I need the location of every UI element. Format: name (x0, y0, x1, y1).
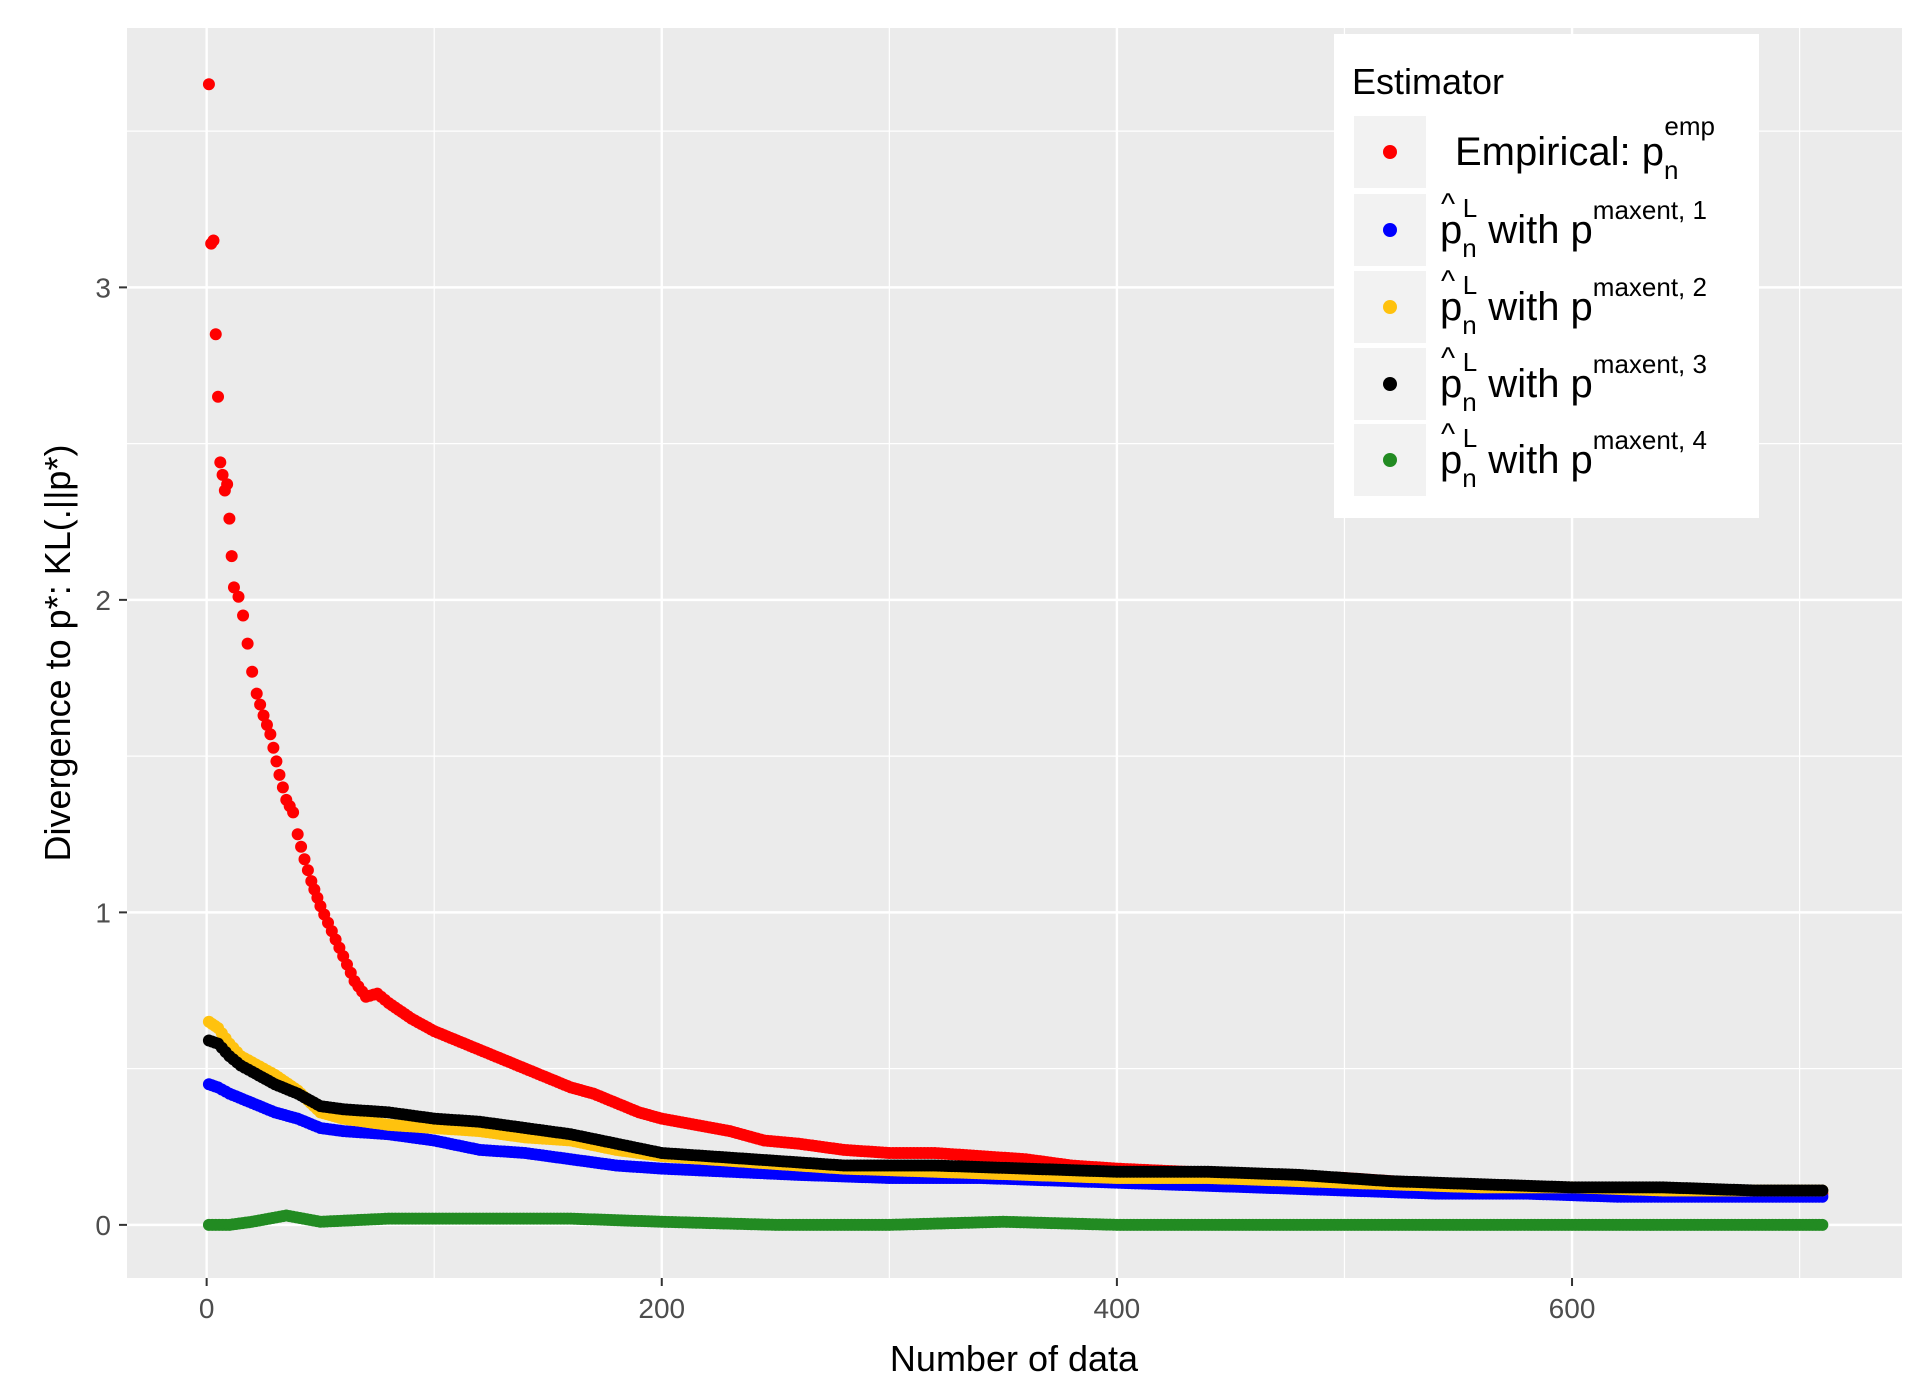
hat-accent: ^ (1441, 342, 1455, 375)
data-point (1816, 1184, 1829, 1197)
data-point (291, 828, 304, 841)
data-point (225, 550, 238, 563)
data-point (1816, 1218, 1829, 1231)
hat-accent: ^ (1441, 418, 1455, 451)
data-point (221, 478, 234, 491)
legend-marker (1383, 223, 1397, 237)
data-point (212, 390, 225, 403)
x-tick-label: 200 (638, 1293, 685, 1324)
legend-marker (1383, 453, 1397, 467)
y-tick-label: 2 (95, 585, 111, 616)
y-tick-label: 1 (95, 897, 111, 928)
legend-item-4: pnL with pmaxent, 3^ (1354, 342, 1707, 420)
data-point (232, 590, 245, 603)
data-point (301, 864, 314, 877)
series-5 (202, 1209, 1829, 1231)
data-point (254, 698, 267, 711)
legend-title: Estimator (1352, 61, 1504, 102)
legend-label: pnL with pmaxent, 3 (1440, 347, 1707, 417)
data-point (202, 78, 215, 91)
data-point (209, 328, 222, 341)
legend-item-1: Empirical: pnemp (1354, 111, 1715, 188)
legend-label: Empirical: pnemp (1455, 111, 1715, 185)
x-tick-label: 600 (1549, 1293, 1596, 1324)
legend-label: pnL with pmaxent, 2 (1440, 270, 1707, 340)
data-point (267, 741, 280, 754)
data-point (250, 687, 263, 700)
data-point (270, 755, 283, 768)
data-point (207, 234, 220, 247)
data-point (273, 768, 286, 781)
legend-item-2: pnL with pmaxent, 1^ (1354, 188, 1707, 266)
data-point (246, 665, 259, 678)
data-point (264, 728, 277, 741)
y-axis-label: Divergence to p*: KL(.||p*) (37, 445, 78, 862)
data-point (214, 456, 227, 469)
data-point (298, 853, 311, 866)
data-point (237, 609, 250, 622)
hat-accent: ^ (1441, 265, 1455, 298)
axes: 0 200 400 600 0 1 2 3 (95, 272, 1595, 1324)
data-point (276, 781, 289, 794)
series-4 (202, 1034, 1829, 1197)
legend-item-3: pnL with pmaxent, 2^ (1354, 265, 1707, 343)
y-tick-label: 3 (95, 272, 111, 303)
x-axis-label: Number of data (890, 1338, 1139, 1379)
data-point (260, 718, 273, 731)
data-point (241, 637, 254, 650)
legend-label: pnL with pmaxent, 1 (1440, 193, 1707, 263)
legend-marker (1383, 377, 1397, 391)
data-point (223, 512, 236, 525)
y-tick-label: 0 (95, 1210, 111, 1241)
data-point (287, 806, 300, 819)
legend-marker (1383, 145, 1397, 159)
x-tick-label: 400 (1094, 1293, 1141, 1324)
legend-label: pnL with pmaxent, 4 (1440, 423, 1707, 493)
hat-accent: ^ (1441, 188, 1455, 221)
legend-marker (1383, 300, 1397, 314)
x-tick-label: 0 (199, 1293, 215, 1324)
data-point (295, 840, 308, 853)
data-point (227, 581, 240, 594)
data-point (216, 468, 229, 481)
data-series (202, 78, 1829, 1231)
legend-item-5: pnL with pmaxent, 4^ (1354, 418, 1707, 496)
data-point (257, 709, 270, 722)
